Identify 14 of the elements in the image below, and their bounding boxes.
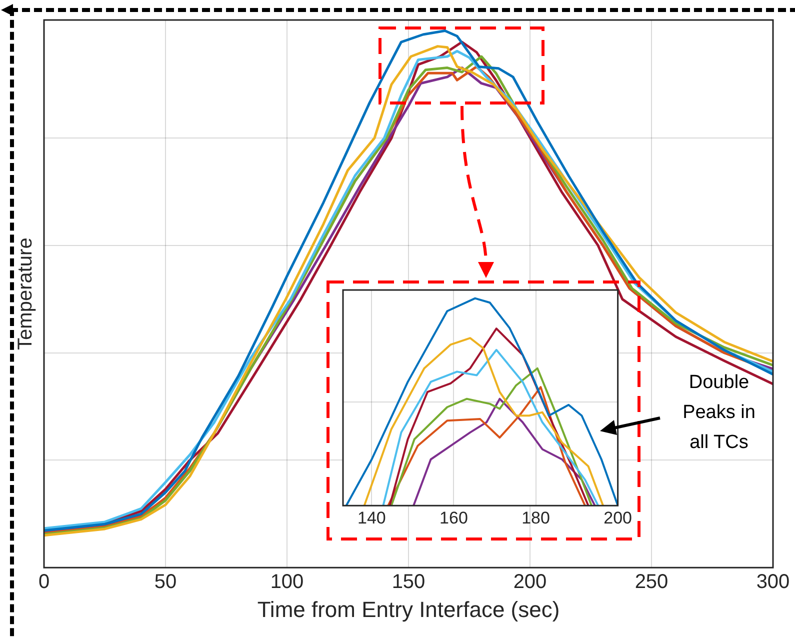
x-tick-label: 160 [440,508,468,528]
y-axis-title: Temperature [14,238,37,350]
x-axis-title: Time from Entry Interface (sec) [257,596,560,622]
x-tick-label: 250 [634,571,668,594]
x-tick-label: 150 [392,571,426,594]
x-tick-label: 140 [358,508,386,528]
x-tick-label: 200 [604,508,632,528]
x-tick-label: 0 [38,571,50,594]
x-tick-label: 100 [270,571,304,594]
x-tick-label: 300 [756,571,790,594]
x-tick-label: 50 [154,571,177,594]
x-tick-label: 180 [522,508,550,528]
x-tick-label: 200 [513,571,547,594]
annotation: Double Peaks in all TCs [682,371,756,455]
